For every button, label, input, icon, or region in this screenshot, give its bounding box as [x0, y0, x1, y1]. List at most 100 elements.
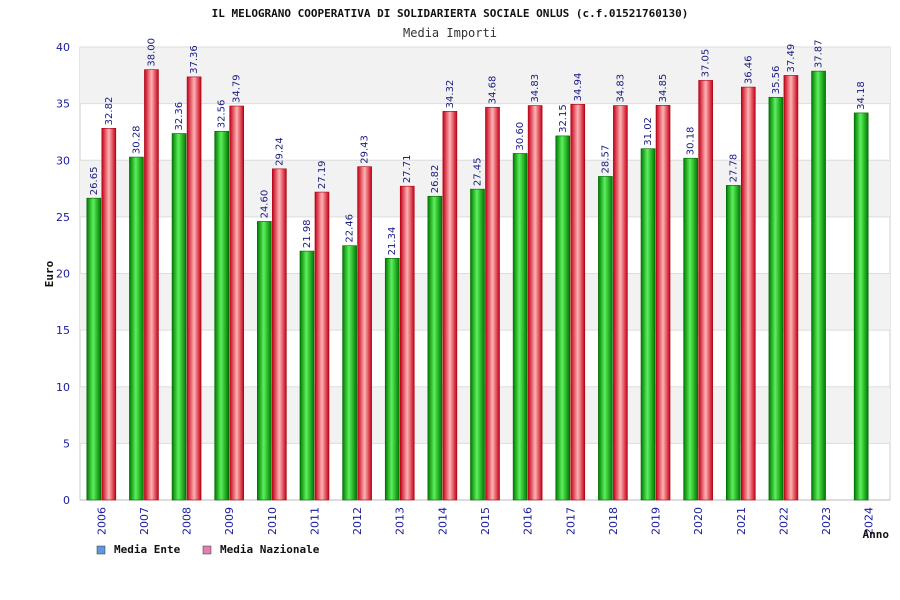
- data-label-media-ente-2016: 30.60: [515, 122, 526, 151]
- x-tick-label-2022: 2022: [777, 507, 790, 535]
- bar-media-nazionale-2012: [357, 166, 372, 501]
- bar-media-nazionale-2019: [655, 105, 671, 501]
- bar-media-ente-2024: [853, 112, 869, 501]
- data-label-media-nazionale-2018: 34.83: [615, 74, 626, 103]
- bar-media-nazionale-2015: [485, 106, 500, 501]
- bar-media-nazionale-2020: [698, 80, 713, 501]
- bar-media-ente-2022: [768, 96, 784, 501]
- y-tick-label: 25: [56, 211, 70, 224]
- legend-label-media-ente: Media Ente: [114, 543, 181, 556]
- data-label-media-ente-2023: 37.87: [814, 39, 825, 68]
- x-tick-label-2011: 2011: [308, 507, 321, 535]
- chart-title: IL MELOGRANO COOPERATIVA DI SOLIDARIERTA…: [212, 7, 689, 20]
- data-label-media-ente-2013: 21.34: [387, 227, 398, 256]
- bar-media-nazionale-2013: [399, 185, 415, 501]
- bar-media-ente-2013: [384, 258, 400, 501]
- y-tick-label: 0: [63, 494, 70, 507]
- y-tick-label: 20: [56, 268, 70, 281]
- data-label-media-ente-2014: 26.82: [430, 165, 441, 194]
- data-label-media-ente-2022: 35.56: [771, 66, 782, 95]
- bar-media-ente-2008: [171, 133, 187, 501]
- bar-media-nazionale-2017: [570, 104, 586, 501]
- data-label-media-ente-2017: 32.15: [558, 104, 569, 133]
- data-label-media-nazionale-2007: 38.00: [146, 38, 157, 67]
- data-label-media-ente-2010: 24.60: [259, 190, 270, 219]
- chart-subtitle: Media Importi: [403, 26, 497, 40]
- x-tick-label-2008: 2008: [181, 507, 194, 535]
- legend-swatch-media-nazionale: [202, 545, 212, 555]
- x-tick-label-2009: 2009: [223, 507, 236, 535]
- bar-media-nazionale-2007: [144, 69, 159, 501]
- bar-media-ente-2015: [470, 188, 485, 501]
- legend: Media Ente Media Nazionale: [96, 543, 320, 556]
- bar-media-nazionale-2016: [527, 105, 543, 501]
- data-label-media-ente-2012: 22.46: [345, 214, 356, 243]
- data-label-media-nazionale-2022: 37.49: [786, 44, 797, 73]
- bar-media-nazionale-2010: [272, 168, 287, 501]
- x-tick-label-2014: 2014: [436, 507, 449, 535]
- data-label-media-ente-2019: 31.02: [643, 117, 654, 146]
- data-label-media-ente-2009: 32.56: [217, 100, 228, 129]
- data-label-media-nazionale-2009: 34.79: [232, 74, 243, 103]
- data-labels: 26.65 32.82 30.28 38.00 32.36 37.36 32.56 34.79…: [89, 38, 867, 255]
- x-tick-label-2016: 2016: [522, 507, 535, 535]
- data-label-media-nazionale-2013: 27.71: [402, 155, 413, 184]
- data-label-media-ente-2018: 28.57: [600, 145, 611, 174]
- data-label-media-ente-2006: 26.65: [89, 167, 100, 196]
- x-tick-label-2024: 2024: [863, 507, 876, 535]
- x-tick-label-2020: 2020: [692, 507, 705, 535]
- x-tick-label-2010: 2010: [266, 507, 279, 535]
- data-label-media-ente-2008: 32.36: [174, 102, 185, 131]
- bar-media-nazionale-2011: [314, 191, 330, 501]
- bar-media-nazionale-2014: [442, 111, 458, 501]
- y-tick-label: 35: [56, 98, 70, 111]
- y-tick-label: 15: [56, 324, 70, 337]
- data-label-media-nazionale-2011: 27.19: [317, 160, 328, 189]
- data-label-media-nazionale-2016: 34.83: [530, 74, 541, 103]
- y-tick-label: 10: [56, 381, 70, 394]
- x-tick-label-2006: 2006: [95, 507, 108, 535]
- y-tick-label: 30: [56, 154, 70, 167]
- x-axis-label: Anno: [863, 528, 890, 541]
- data-label-media-nazionale-2021: 36.46: [743, 55, 754, 84]
- data-label-media-ente-2020: 30.18: [686, 127, 697, 156]
- y-tick-label: 40: [56, 41, 70, 54]
- bar-media-ente-2011: [299, 250, 315, 501]
- x-tick-label-2007: 2007: [138, 507, 151, 535]
- data-label-media-ente-2015: 27.45: [473, 157, 484, 186]
- data-label-media-nazionale-2017: 34.94: [573, 73, 584, 102]
- bar-media-ente-2014: [427, 195, 443, 501]
- bar-media-nazionale-2022: [783, 75, 799, 501]
- data-label-media-nazionale-2012: 29.43: [360, 135, 371, 164]
- x-tick-label-2012: 2012: [351, 507, 364, 535]
- x-tick-label-2015: 2015: [479, 507, 492, 535]
- data-label-media-nazionale-2019: 34.85: [658, 74, 669, 103]
- bar-media-ente-2009: [214, 130, 230, 501]
- x-tick-label-2018: 2018: [607, 507, 620, 535]
- x-tick-label-2013: 2013: [394, 507, 407, 535]
- y-axis-ticks: 0 5 10 15 20 25 30 35 40: [56, 41, 70, 507]
- bars: [86, 69, 869, 501]
- bar-media-nazionale-2021: [740, 86, 756, 501]
- bar-media-ente-2019: [640, 148, 656, 501]
- bar-media-ente-2020: [683, 157, 698, 501]
- x-tick-label-2017: 2017: [564, 507, 577, 535]
- data-label-media-nazionale-2008: 37.36: [189, 45, 200, 74]
- bar-media-ente-2012: [342, 245, 357, 501]
- data-label-media-ente-2007: 30.28: [131, 125, 142, 154]
- bar-media-ente-2006: [86, 197, 102, 501]
- y-axis-label: Euro: [43, 260, 56, 287]
- grid-band: [80, 273, 890, 331]
- data-label-media-nazionale-2006: 32.82: [104, 97, 115, 126]
- y-tick-label: 5: [63, 437, 70, 450]
- data-label-media-ente-2021: 27.78: [728, 154, 739, 183]
- data-label-media-nazionale-2015: 34.68: [488, 76, 499, 105]
- x-tick-label-2023: 2023: [820, 507, 833, 535]
- x-tick-label-2021: 2021: [735, 507, 748, 535]
- x-tick-label-2019: 2019: [650, 507, 663, 535]
- data-label-media-ente-2024: 34.18: [856, 81, 867, 110]
- grid-band: [80, 160, 890, 217]
- grid-band: [80, 386, 890, 444]
- data-label-media-ente-2011: 21.98: [302, 219, 313, 248]
